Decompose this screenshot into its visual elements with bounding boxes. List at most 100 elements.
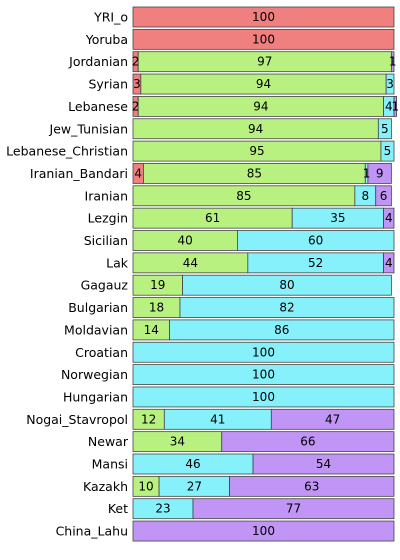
segment-value-label: 18 <box>149 301 164 315</box>
category-label: Nogai_Stavropol <box>26 412 128 427</box>
bar-segment <box>236 230 395 251</box>
segment-value-label: 2 <box>132 99 140 113</box>
segment-value-label: 35 <box>330 211 345 225</box>
segment-value-label: 40 <box>178 234 193 248</box>
segment-value-label: 6 <box>380 189 388 203</box>
bar-segment <box>383 252 395 274</box>
segment-value-label: 19 <box>150 278 165 292</box>
category-label: Gagauz <box>81 278 129 293</box>
segment-value-label: 1 <box>363 166 371 180</box>
segment-value-label: 97 <box>257 55 272 69</box>
category-label: Lezgin <box>88 211 128 226</box>
segment-value-label: 4 <box>385 99 393 113</box>
segment-value-label: 8 <box>361 189 369 203</box>
segment-value-label: 100 <box>252 32 275 46</box>
segment-value-label: 94 <box>248 122 263 136</box>
segment-value-label: 47 <box>325 412 340 426</box>
segment-value-label: 61 <box>205 211 220 225</box>
category-label: Newar <box>88 434 129 449</box>
segment-value-label: 100 <box>252 10 275 24</box>
segment-value-label: 1 <box>391 99 399 113</box>
bar-segment <box>179 297 395 318</box>
category-label: YRI_o <box>93 10 128 25</box>
bar-segment <box>132 6 395 28</box>
segment-value-label: 3 <box>386 77 394 91</box>
bar-segment <box>383 207 395 229</box>
category-label: Yoruba <box>85 32 128 47</box>
bar-segment <box>182 274 392 296</box>
category-label: Lak <box>106 255 129 270</box>
segment-value-label: 5 <box>381 122 389 136</box>
category-label: Bulgarian <box>68 300 128 315</box>
category-label: Iranian_Bandari <box>30 166 128 181</box>
segment-value-label: 41 <box>210 412 225 426</box>
bar-segment <box>270 408 395 430</box>
segment-value-label: 100 <box>252 368 275 382</box>
segment-value-label: 4 <box>385 256 393 270</box>
segment-value-label: 12 <box>141 412 156 426</box>
segment-value-label: 60 <box>308 234 323 248</box>
segment-value-label: 23 <box>155 502 170 516</box>
segment-value-label: 94 <box>256 77 271 91</box>
bar-segment <box>132 386 395 408</box>
bar-segment <box>192 498 395 520</box>
segment-value-label: 85 <box>247 166 262 180</box>
bar-segment <box>132 341 395 363</box>
segment-value-label: 2 <box>132 55 140 69</box>
bar-segment <box>252 453 395 475</box>
bar-segment <box>393 96 398 117</box>
segment-value-label: 100 <box>252 345 275 359</box>
segment-value-label: 95 <box>249 144 264 158</box>
segment-value-label: 85 <box>236 189 251 203</box>
bars-layer <box>132 6 398 542</box>
segment-value-label: 52 <box>308 256 323 270</box>
segment-value-label: 4 <box>385 211 393 225</box>
category-label: Norwegian <box>61 367 128 382</box>
category-label: Jordanian <box>68 54 128 69</box>
category-label: Kazakh <box>83 479 128 494</box>
segment-value-label: 10 <box>138 479 153 493</box>
bar-segment <box>132 364 395 386</box>
segment-value-label: 100 <box>252 524 275 538</box>
bar-segment <box>390 51 395 73</box>
bar-segment <box>385 73 395 95</box>
bar-segment <box>377 118 392 140</box>
segment-value-label: 82 <box>279 301 294 315</box>
segment-value-label: 54 <box>316 457 331 471</box>
segment-value-label: 86 <box>274 323 289 337</box>
bar-segment <box>375 185 392 207</box>
category-label: Croatian <box>75 345 128 360</box>
category-label: Mansi <box>92 457 128 472</box>
bar-segment <box>132 520 395 542</box>
segment-value-label: 9 <box>376 166 384 180</box>
bar-segment <box>380 140 395 162</box>
category-label: Ket <box>108 501 128 516</box>
segment-value-label: 46 <box>185 457 200 471</box>
category-label: Iranian <box>85 188 128 203</box>
segment-value-label: 3 <box>133 77 141 91</box>
category-label: Syrian <box>88 77 128 92</box>
segment-value-label: 66 <box>300 435 315 449</box>
category-label: Jew_Tunisian <box>49 121 128 136</box>
category-label: Lebanese_Christian <box>6 144 128 159</box>
segment-value-label: 63 <box>304 479 319 493</box>
segment-value-label: 27 <box>187 479 202 493</box>
category-label: Hungarian <box>63 389 128 404</box>
segment-value-label: 80 <box>279 278 294 292</box>
segment-value-label: 1 <box>389 55 397 69</box>
segment-value-label: 77 <box>286 502 301 516</box>
bar-segment <box>132 28 395 50</box>
segment-value-label: 14 <box>144 323 159 337</box>
segment-value-label: 100 <box>252 390 275 404</box>
segment-value-label: 44 <box>183 256 198 270</box>
segment-value-label: 5 <box>384 144 392 158</box>
segment-value-label: 4 <box>134 166 142 180</box>
bar-segment <box>169 319 395 341</box>
category-label: Moldavian <box>64 322 128 337</box>
category-label: Lebanese <box>68 99 128 114</box>
segment-value-label: 34 <box>170 435 185 449</box>
category-label: Sicilian <box>84 233 128 248</box>
segment-value-label: 94 <box>253 99 268 113</box>
